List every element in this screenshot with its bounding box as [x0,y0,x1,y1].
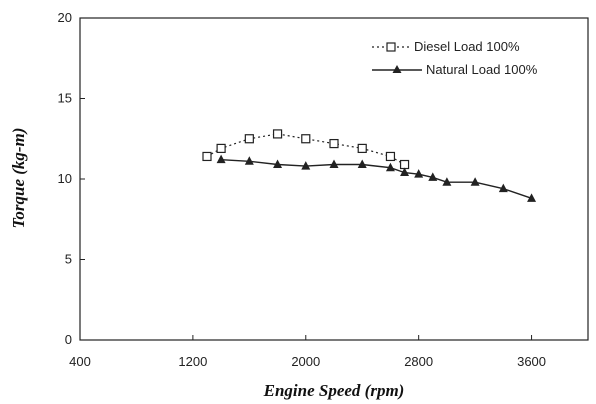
legend-marker-natural [392,65,402,73]
x-tick-label: 1200 [178,354,207,369]
data-point-natural [470,177,480,186]
legend-entry-natural: Natural Load 100% [372,62,538,77]
legend: Diesel Load 100% Natural Load 100% [372,39,538,77]
data-point-diesel [399,159,410,170]
legend-label-diesel: Diesel Load 100% [414,39,520,54]
y-tick-label: 15 [58,91,72,106]
data-point-natural [385,162,395,172]
x-tick-label: 2800 [404,354,433,369]
x-axis-title: Engine Speed (rpm) [263,381,405,400]
y-tick-label: 10 [58,171,72,186]
x-tick-label: 2000 [291,354,320,369]
y-axis-ticks: 0 5 10 15 20 [58,10,85,347]
y-tick-label: 20 [58,10,72,25]
data-point-diesel [301,134,311,144]
data-point-diesel [272,129,283,139]
legend-marker-diesel [386,42,396,52]
data-point-diesel [202,151,212,162]
data-point-diesel [357,143,367,154]
y-tick-label: 0 [65,332,72,347]
data-point-natural [216,154,226,164]
data-point-natural [329,159,339,169]
y-axis-title: Torque (kg-m) [9,128,28,229]
data-point-natural [498,183,508,193]
data-point-natural [414,169,424,178]
data-point-diesel [329,138,339,149]
series-line-diesel [206,133,405,166]
data-point-diesel [216,143,226,154]
data-point-diesel [385,151,396,162]
data-point-natural [244,156,254,165]
x-axis-ticks: 400 1200 2000 2800 3600 [69,335,546,369]
series-layer [202,129,537,202]
data-point-diesel [244,134,254,144]
data-point-natural [357,159,367,169]
y-tick-label: 5 [65,252,72,267]
data-point-natural [442,177,452,186]
legend-label-natural: Natural Load 100% [426,62,538,77]
data-point-natural [301,161,311,170]
data-point-natural [400,167,410,177]
x-tick-label: 400 [69,354,91,369]
data-point-natural [527,193,537,202]
data-point-natural [428,172,438,181]
data-point-natural [273,159,283,169]
x-tick-label: 3600 [517,354,546,369]
legend-entry-diesel: Diesel Load 100% [372,39,520,54]
series-line-natural [221,159,532,199]
